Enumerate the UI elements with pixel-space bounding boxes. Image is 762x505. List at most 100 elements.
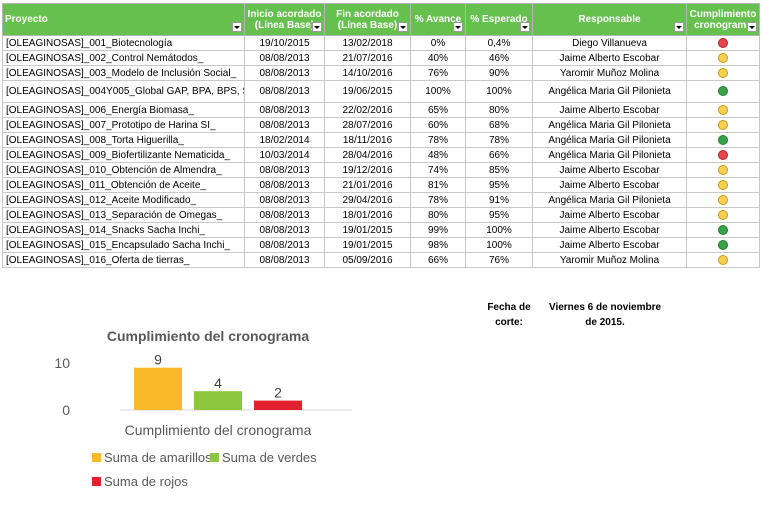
cell-responsable[interactable]: Diego Villanueva: [532, 35, 687, 51]
cell-inicio[interactable]: 08/08/2013: [244, 177, 325, 193]
cell-avance[interactable]: 98%: [410, 237, 466, 253]
cell-responsable[interactable]: Angélica Maria Gil Pilonieta: [532, 80, 687, 103]
cell-proyecto[interactable]: [OLEAGINOSAS]_001_Biotecnología: [2, 35, 245, 51]
cell-avance[interactable]: 48%: [410, 147, 466, 163]
cell-proyecto[interactable]: [OLEAGINOSAS]_016_Oferta de tierras_: [2, 252, 245, 268]
cell-avance[interactable]: 99%: [410, 222, 466, 238]
cell-proyecto[interactable]: [OLEAGINOSAS]_004Y005_Global GAP, BPA, B…: [2, 80, 245, 103]
cell-responsable[interactable]: Jaime Alberto Escobar: [532, 162, 687, 178]
cell-responsable[interactable]: Jaime Alberto Escobar: [532, 237, 687, 253]
cell-avance[interactable]: 78%: [410, 132, 466, 148]
cell-proyecto[interactable]: [OLEAGINOSAS]_007_Prototipo de Harina SI…: [2, 117, 245, 133]
cell-responsable[interactable]: Yaromir Muñoz Molina: [532, 252, 687, 268]
cell-responsable[interactable]: Angélica Maria Gil Pilonieta: [532, 132, 687, 148]
cell-proyecto[interactable]: [OLEAGINOSAS]_012_Aceite Modificado_: [2, 192, 245, 208]
cell-fin[interactable]: 28/07/2016: [324, 117, 411, 133]
cell-inicio[interactable]: 08/08/2013: [244, 237, 325, 253]
cell-proyecto[interactable]: [OLEAGINOSAS]_006_Energía Biomasa_: [2, 102, 245, 118]
header-esperado[interactable]: % Esperado: [465, 3, 533, 36]
cell-inicio[interactable]: 08/08/2013: [244, 102, 325, 118]
cell-proyecto[interactable]: [OLEAGINOSAS]_014_Snacks Sacha Inchi_: [2, 222, 245, 238]
cell-proyecto[interactable]: [OLEAGINOSAS]_011_Obtención de Aceite_: [2, 177, 245, 193]
cell-esperado[interactable]: 46%: [465, 50, 533, 66]
cell-cumplimiento[interactable]: [686, 50, 760, 66]
cell-cumplimiento[interactable]: [686, 102, 760, 118]
cell-proyecto[interactable]: [OLEAGINOSAS]_015_Encapsulado Sacha Inch…: [2, 237, 245, 253]
cell-cumplimiento[interactable]: [686, 192, 760, 208]
cell-responsable[interactable]: Jaime Alberto Escobar: [532, 102, 687, 118]
filter-dropdown-icon[interactable]: [398, 22, 408, 32]
cell-esperado[interactable]: 80%: [465, 102, 533, 118]
cell-inicio[interactable]: 08/08/2013: [244, 80, 325, 103]
cell-fin[interactable]: 19/01/2015: [324, 237, 411, 253]
cell-responsable[interactable]: Yaromir Muñoz Molina: [532, 65, 687, 81]
cell-avance[interactable]: 100%: [410, 80, 466, 103]
cell-esperado[interactable]: 76%: [465, 252, 533, 268]
cell-inicio[interactable]: 18/02/2014: [244, 132, 325, 148]
cell-esperado[interactable]: 100%: [465, 237, 533, 253]
cell-responsable[interactable]: Angélica Maria Gil Pilonieta: [532, 117, 687, 133]
cell-esperado[interactable]: 100%: [465, 222, 533, 238]
cell-fin[interactable]: 19/06/2015: [324, 80, 411, 103]
cell-avance[interactable]: 78%: [410, 192, 466, 208]
cell-esperado[interactable]: 100%: [465, 80, 533, 103]
cell-avance[interactable]: 76%: [410, 65, 466, 81]
cell-fin[interactable]: 21/01/2016: [324, 177, 411, 193]
filter-dropdown-icon[interactable]: [453, 22, 463, 32]
cell-proyecto[interactable]: [OLEAGINOSAS]_010_Obtención de Almendra_: [2, 162, 245, 178]
cell-inicio[interactable]: 08/08/2013: [244, 162, 325, 178]
cell-esperado[interactable]: 0,4%: [465, 35, 533, 51]
cell-esperado[interactable]: 95%: [465, 177, 533, 193]
cell-fin[interactable]: 19/12/2016: [324, 162, 411, 178]
cell-cumplimiento[interactable]: [686, 117, 760, 133]
cell-inicio[interactable]: 08/08/2013: [244, 207, 325, 223]
cell-responsable[interactable]: Jaime Alberto Escobar: [532, 177, 687, 193]
cell-inicio[interactable]: 08/08/2013: [244, 50, 325, 66]
cell-responsable[interactable]: Angélica Maria Gil Pilonieta: [532, 192, 687, 208]
cell-esperado[interactable]: 66%: [465, 147, 533, 163]
cell-proyecto[interactable]: [OLEAGINOSAS]_008_Torta Higuerilla_: [2, 132, 245, 148]
header-avance[interactable]: % Avance: [410, 3, 466, 36]
cell-fin[interactable]: 21/07/2016: [324, 50, 411, 66]
header-inicio[interactable]: Inicio acordado (Línea Base): [244, 3, 325, 36]
cell-esperado[interactable]: 68%: [465, 117, 533, 133]
cell-esperado[interactable]: 85%: [465, 162, 533, 178]
cell-cumplimiento[interactable]: [686, 147, 760, 163]
cell-fin[interactable]: 14/10/2016: [324, 65, 411, 81]
cell-responsable[interactable]: Jaime Alberto Escobar: [532, 50, 687, 66]
cell-avance[interactable]: 80%: [410, 207, 466, 223]
cell-responsable[interactable]: Angélica Maria Gil Pilonieta: [532, 147, 687, 163]
cell-cumplimiento[interactable]: [686, 207, 760, 223]
cell-cumplimiento[interactable]: [686, 162, 760, 178]
cell-proyecto[interactable]: [OLEAGINOSAS]_003_Modelo de Inclusión So…: [2, 65, 245, 81]
cell-responsable[interactable]: Jaime Alberto Escobar: [532, 222, 687, 238]
cell-esperado[interactable]: 78%: [465, 132, 533, 148]
cell-esperado[interactable]: 95%: [465, 207, 533, 223]
cell-avance[interactable]: 81%: [410, 177, 466, 193]
filter-dropdown-icon[interactable]: [747, 22, 757, 32]
cell-cumplimiento[interactable]: [686, 35, 760, 51]
cell-fin[interactable]: 28/04/2016: [324, 147, 411, 163]
cell-inicio[interactable]: 08/08/2013: [244, 252, 325, 268]
cell-fin[interactable]: 18/11/2016: [324, 132, 411, 148]
cell-cumplimiento[interactable]: [686, 252, 760, 268]
cell-avance[interactable]: 66%: [410, 252, 466, 268]
filter-dropdown-icon[interactable]: [520, 22, 530, 32]
cell-esperado[interactable]: 91%: [465, 192, 533, 208]
cell-inicio[interactable]: 08/08/2013: [244, 117, 325, 133]
header-fin[interactable]: Fin acordado (Línea Base): [324, 3, 411, 36]
cell-proyecto[interactable]: [OLEAGINOSAS]_013_Separación de Omegas_: [2, 207, 245, 223]
header-cumplimiento[interactable]: Cumplimiento cronograma: [686, 3, 760, 36]
cell-inicio[interactable]: 10/03/2014: [244, 147, 325, 163]
cell-cumplimiento[interactable]: [686, 65, 760, 81]
cell-cumplimiento[interactable]: [686, 132, 760, 148]
cell-avance[interactable]: 74%: [410, 162, 466, 178]
cell-proyecto[interactable]: [OLEAGINOSAS]_009_Biofertilizante Nemati…: [2, 147, 245, 163]
cell-esperado[interactable]: 90%: [465, 65, 533, 81]
cell-inicio[interactable]: 19/10/2015: [244, 35, 325, 51]
cell-cumplimiento[interactable]: [686, 177, 760, 193]
filter-dropdown-icon[interactable]: [674, 22, 684, 32]
cell-inicio[interactable]: 08/08/2013: [244, 192, 325, 208]
cell-avance[interactable]: 60%: [410, 117, 466, 133]
header-proyecto[interactable]: Proyecto: [2, 3, 245, 36]
